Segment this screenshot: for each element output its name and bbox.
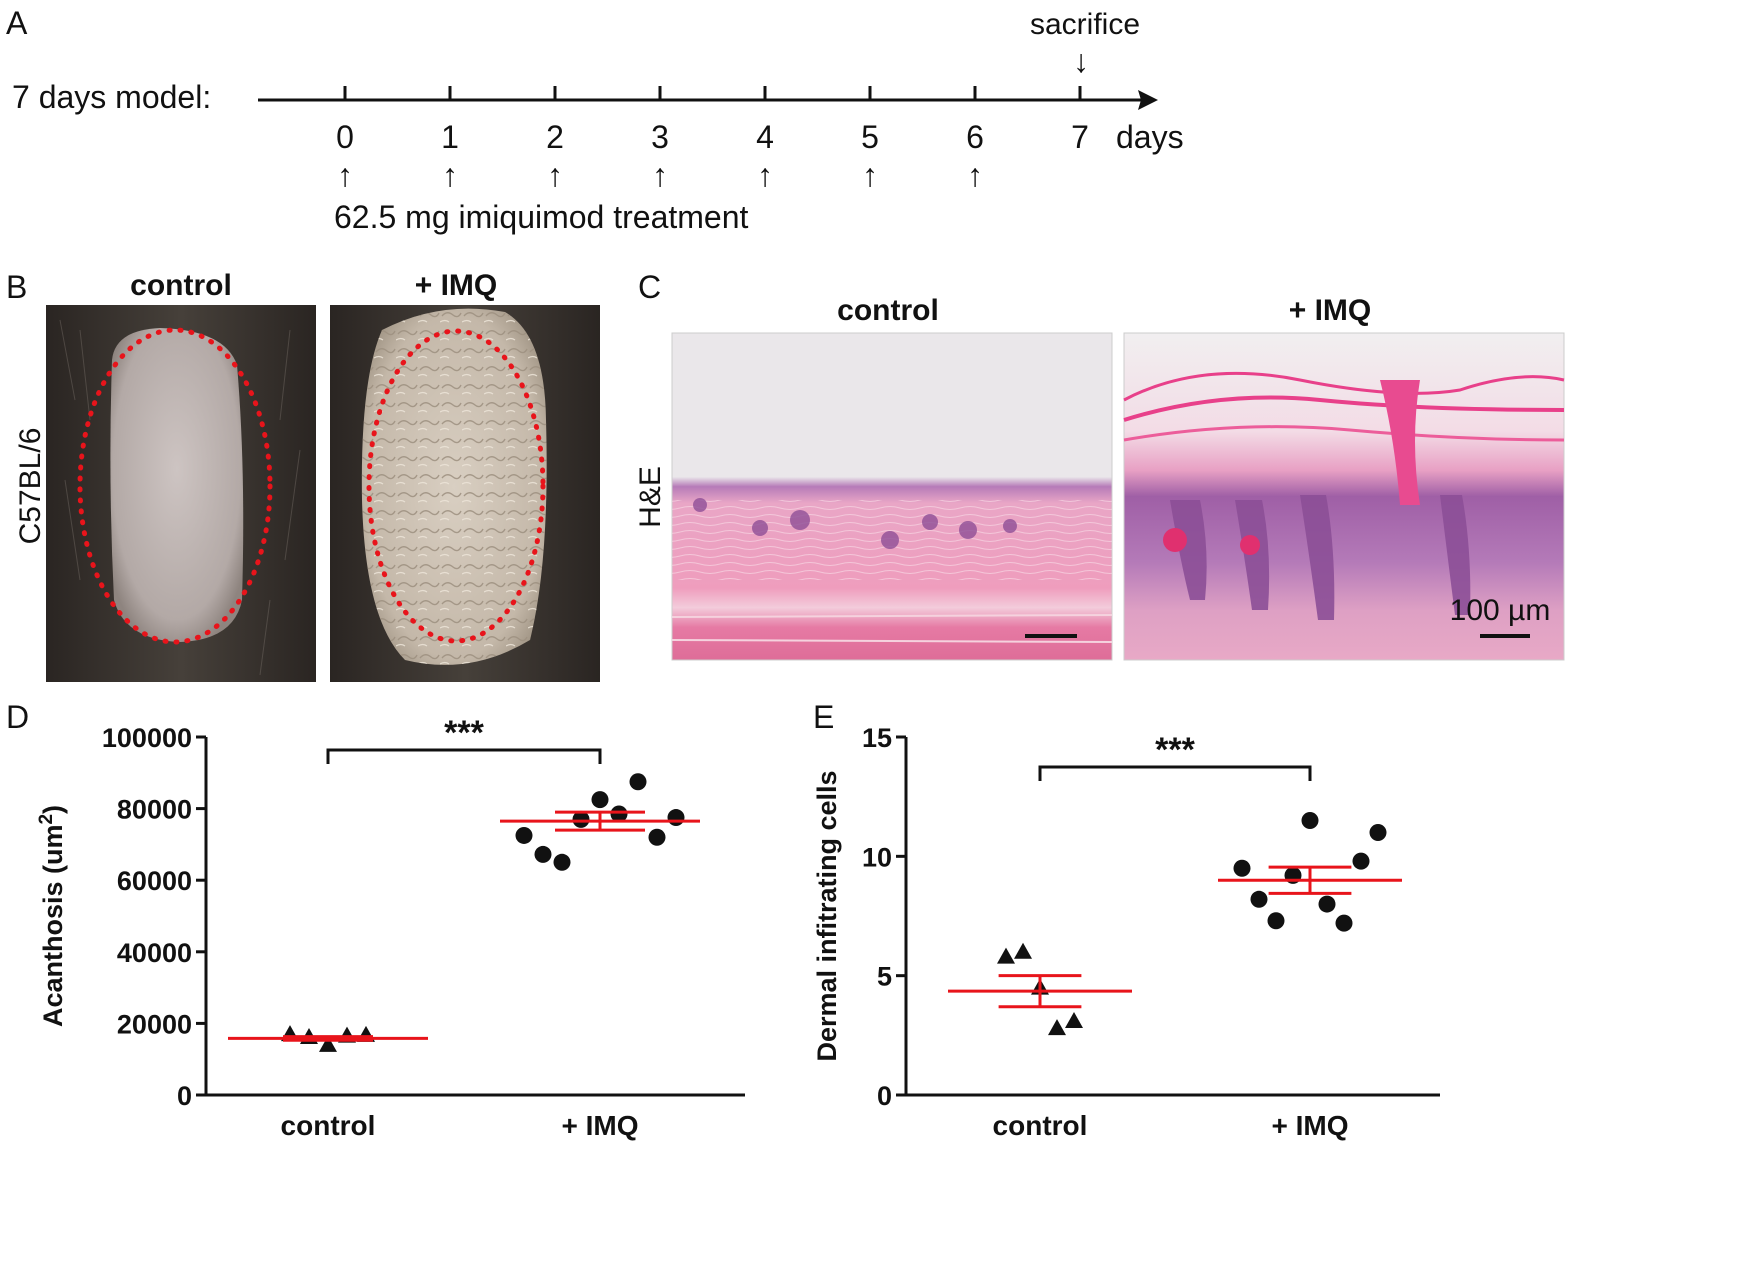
y-tick-label: 10 xyxy=(862,842,892,872)
panel-label-e: E xyxy=(813,699,834,735)
y-axis-label: Dermal infitrating cells xyxy=(812,770,842,1061)
data-point-circle xyxy=(1301,812,1319,830)
timeline-day-label: 2 xyxy=(546,119,564,155)
photo-control xyxy=(46,305,316,682)
lesion-outline-imq xyxy=(366,328,546,644)
panel-b-col-control: control xyxy=(130,269,232,302)
data-point-circle xyxy=(648,828,666,846)
data-point-circle xyxy=(610,805,628,823)
lesion-outline-control xyxy=(77,327,273,645)
x-category-label: control xyxy=(993,1110,1088,1141)
data-point-triangle xyxy=(1014,942,1032,959)
data-point-circle xyxy=(1352,852,1370,870)
data-point-triangle xyxy=(997,947,1015,964)
treatment-arrow: ↑ xyxy=(652,157,668,193)
panel-b-row-label: C57BL/6 xyxy=(14,428,47,545)
timeline-day-label: 4 xyxy=(756,119,774,155)
data-point-circle xyxy=(1335,914,1353,932)
data-point-circle xyxy=(667,809,685,827)
panel-label-a: A xyxy=(6,5,28,41)
y-tick-label: 15 xyxy=(862,723,892,753)
data-point-circle xyxy=(534,845,552,863)
histology-control xyxy=(671,332,1113,661)
panel-c-col-control: control xyxy=(837,294,939,327)
timeline-ticks: 0↑1↑2↑3↑4↑5↑6↑7 xyxy=(336,86,1089,193)
timeline-day-label: 6 xyxy=(966,119,984,155)
data-point-circle xyxy=(1267,912,1285,930)
panel-label-c: C xyxy=(638,269,661,305)
data-point-circle xyxy=(629,773,647,791)
treatment-arrow: ↑ xyxy=(757,157,773,193)
data-point-triangle xyxy=(1065,1012,1083,1029)
data-point-circle xyxy=(1250,890,1268,908)
panel-c: control + IMQ H&E xyxy=(634,294,1565,661)
panel-label-d: D xyxy=(6,699,29,735)
timeline-panel: 7 days model: 0↑1↑2↑3↑4↑5↑6↑7 days sacri… xyxy=(12,8,1184,235)
timeline-day-label: 1 xyxy=(441,119,459,155)
data-point-circle xyxy=(1233,859,1251,877)
data-point-triangle xyxy=(1048,1019,1066,1036)
data-point-circle xyxy=(515,826,533,844)
panel-label-b: B xyxy=(6,269,27,305)
timeline-model-label: 7 days model: xyxy=(12,79,211,115)
scale-bar-label: 100 µm xyxy=(1450,594,1551,627)
y-axis-label: Acanthosis (um2) xyxy=(36,805,68,1027)
significance-bracket xyxy=(326,748,602,764)
y-tick-label: 40000 xyxy=(117,938,192,968)
y-tick-label: 20000 xyxy=(117,1009,192,1039)
timeline-unit-label: days xyxy=(1116,119,1184,155)
panel-c-col-imq: + IMQ xyxy=(1289,294,1372,327)
y-tick-label: 60000 xyxy=(117,866,192,896)
photo-imq xyxy=(330,305,600,682)
data-point-circle xyxy=(1369,823,1387,841)
sacrifice-label: sacrifice xyxy=(1030,8,1140,41)
data-point-circle xyxy=(572,810,590,828)
shaved-skin-control xyxy=(110,328,244,642)
x-category-label: + IMQ xyxy=(561,1110,638,1141)
data-point-triangle xyxy=(319,1035,337,1052)
treatment-arrow: ↑ xyxy=(862,157,878,193)
chart-acanthosis: 0 20000 40000 60000 80000 100000 Acanthosis (u… xyxy=(36,714,745,1141)
treatment-arrow: ↑ xyxy=(967,157,983,193)
treatment-arrow: ↑ xyxy=(547,157,563,193)
data-point-circle xyxy=(1318,895,1336,913)
significance-bracket xyxy=(1038,765,1312,781)
y-tick-label: 5 xyxy=(877,962,892,992)
timeline-day-label: 3 xyxy=(651,119,669,155)
y-tick-label: 80000 xyxy=(117,795,192,825)
y-tick-label: 0 xyxy=(877,1081,892,1111)
treatment-label: 62.5 mg imiquimod treatment xyxy=(334,199,749,235)
treatment-arrow: ↑ xyxy=(442,157,458,193)
histology-imq: 100 µm xyxy=(1123,332,1565,661)
treatment-arrow: ↑ xyxy=(337,157,353,193)
data-point-circle xyxy=(591,791,609,809)
sacrifice-arrow: ↓ xyxy=(1073,43,1089,79)
timeline-day-label: 5 xyxy=(861,119,879,155)
timeline-day-label: 7 xyxy=(1071,119,1089,155)
data-point-circle xyxy=(553,853,571,871)
timeline-arrowhead xyxy=(1138,90,1158,110)
panel-b: control + IMQ C57BL/6 xyxy=(14,269,600,682)
significance-stars: *** xyxy=(444,714,484,752)
y-tick-label: 100000 xyxy=(102,723,192,753)
panel-b-col-imq: + IMQ xyxy=(415,269,498,302)
significance-stars: *** xyxy=(1155,731,1195,769)
timeline-day-label: 0 xyxy=(336,119,354,155)
y-tick-label: 0 xyxy=(177,1081,192,1111)
panel-c-row-label: H&E xyxy=(634,466,667,528)
x-category-label: control xyxy=(281,1110,376,1141)
chart-dermal-cells: 0 5 10 15 Dermal infitrating cells control + I… xyxy=(812,723,1440,1141)
x-category-label: + IMQ xyxy=(1271,1110,1348,1141)
